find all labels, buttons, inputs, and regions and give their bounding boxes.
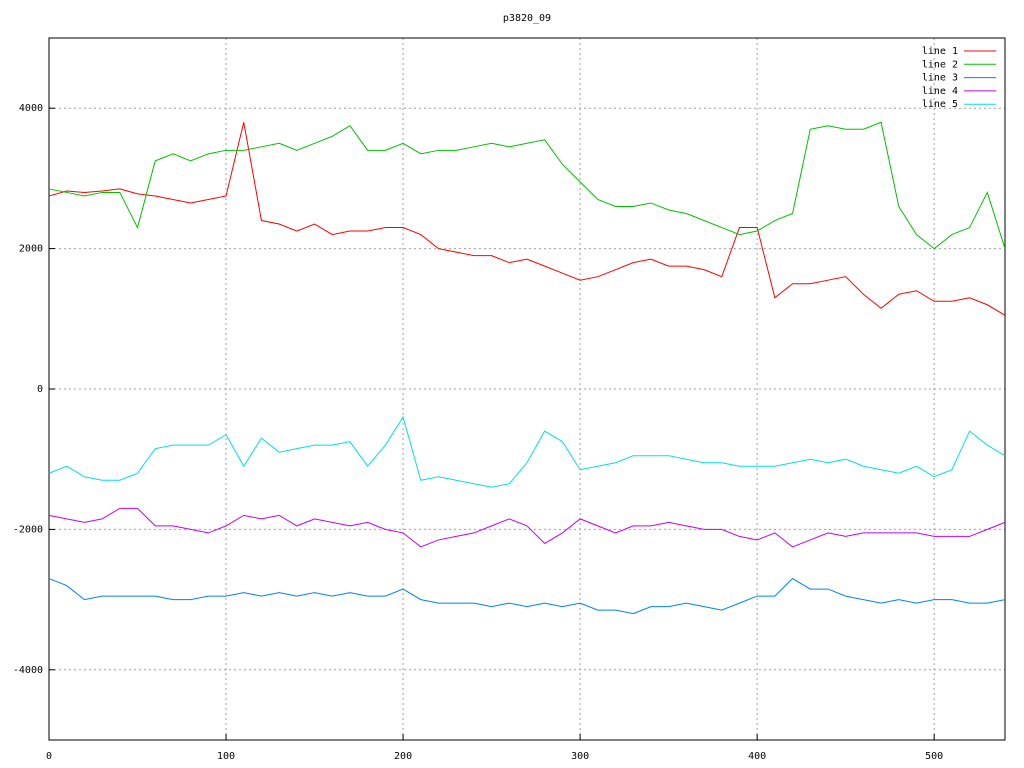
plot-frame bbox=[48, 37, 1006, 741]
y-tick-label: 2000 bbox=[19, 244, 43, 255]
y-tick-label: -4000 bbox=[13, 665, 43, 676]
legend-label: line 2 bbox=[922, 59, 958, 70]
legend-label: line 4 bbox=[922, 86, 958, 97]
x-tick-label: 400 bbox=[748, 751, 766, 762]
x-tick-label: 500 bbox=[925, 751, 943, 762]
legend-label: line 3 bbox=[922, 73, 958, 84]
data-line bbox=[48, 122, 1006, 316]
data-line bbox=[48, 121, 1006, 250]
chart-title: p3820_09 bbox=[503, 13, 551, 24]
x-tick-label: 100 bbox=[217, 751, 235, 762]
x-tick-label: 300 bbox=[571, 751, 589, 762]
data-line bbox=[48, 577, 1006, 615]
y-tick-label: 4000 bbox=[19, 103, 43, 114]
legend-label: line 5 bbox=[922, 99, 958, 110]
x-tick-label: 200 bbox=[394, 751, 412, 762]
data-line bbox=[48, 415, 1006, 488]
x-tick-label: 0 bbox=[46, 751, 52, 762]
legend-label: line 1 bbox=[922, 46, 958, 57]
y-tick-label: 0 bbox=[37, 384, 43, 395]
data-line bbox=[48, 507, 1006, 548]
y-tick-label: -2000 bbox=[13, 524, 43, 535]
